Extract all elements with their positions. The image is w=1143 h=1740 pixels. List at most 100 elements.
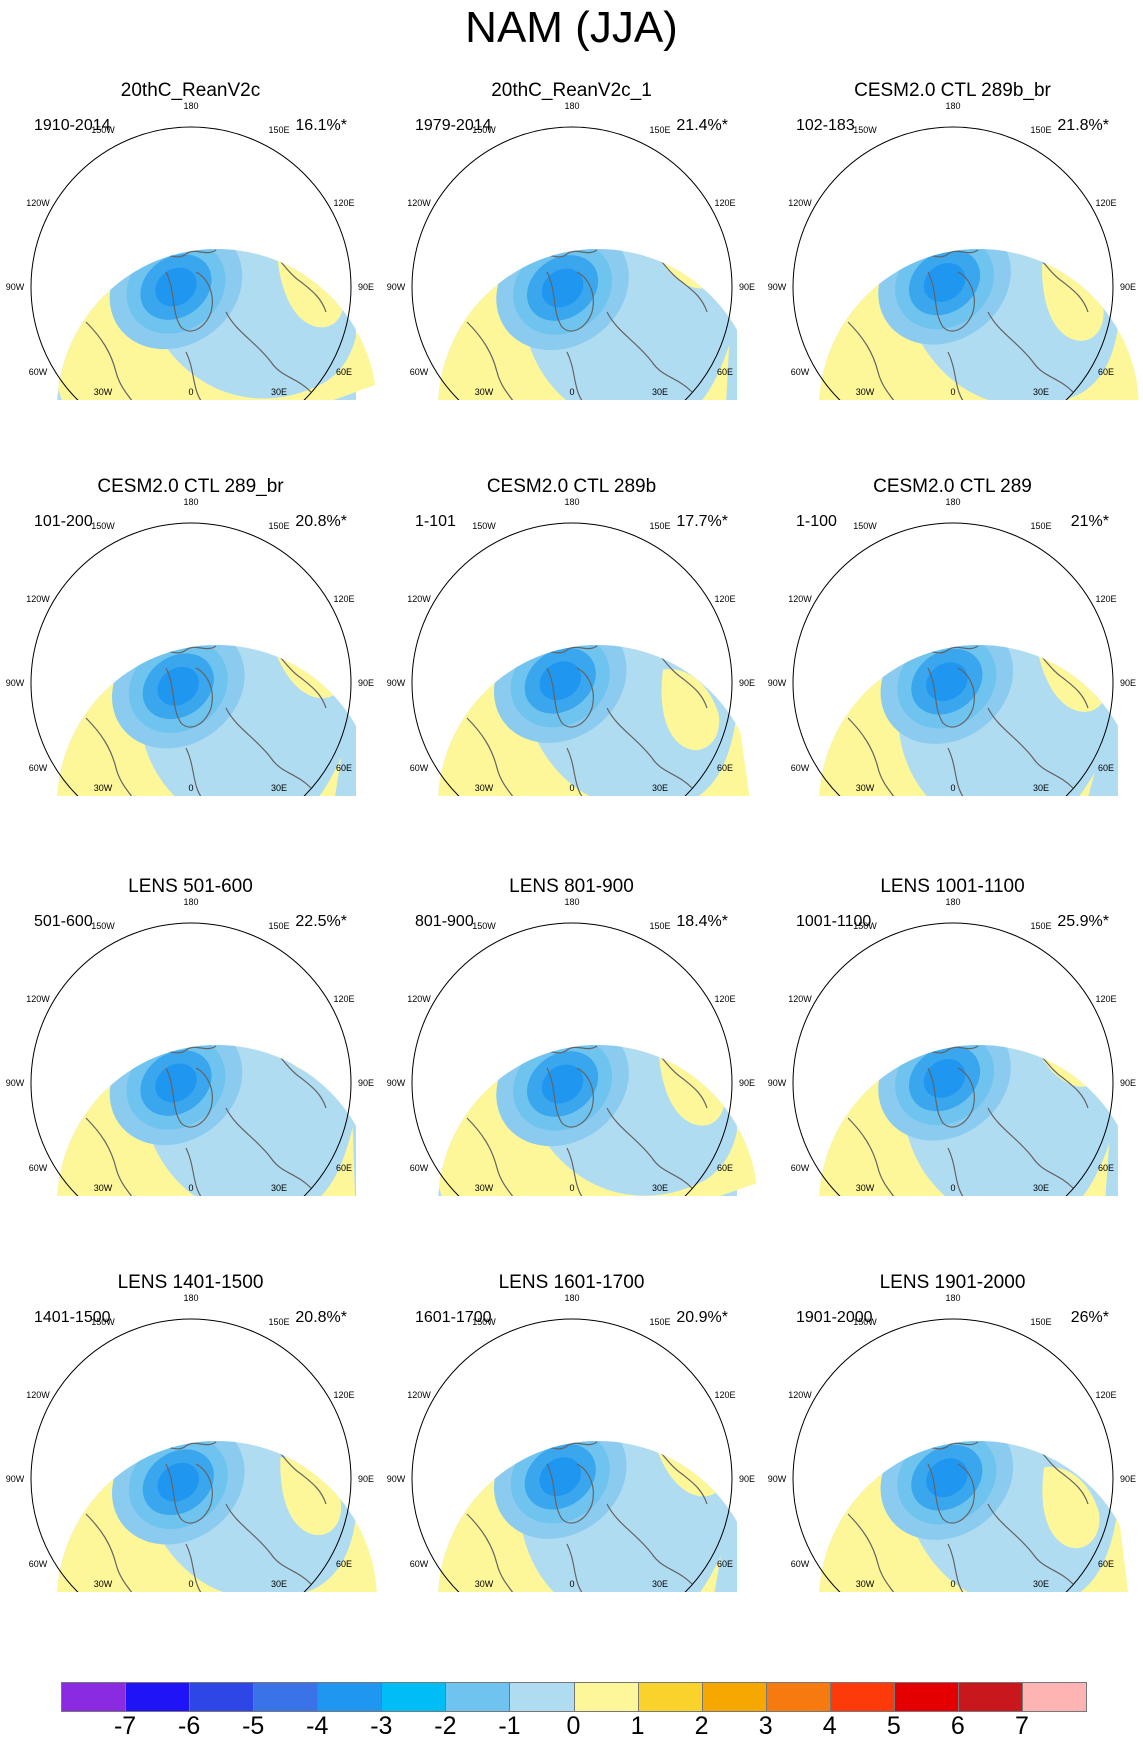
longitude-label: 150W (91, 521, 115, 531)
positive-anomaly-region (819, 645, 1015, 649)
longitude-label: 30W (474, 1579, 494, 1589)
longitude-label: 120E (1095, 994, 1117, 1004)
longitude-label: 30W (474, 387, 494, 397)
panel-title: LENS 1401-1500 (117, 1272, 264, 1293)
coastline (927, 667, 975, 728)
positive-core-contour (515, 1350, 555, 1368)
panel-variance: 16.1%* (295, 117, 347, 134)
panel-period: 1-101 (415, 513, 456, 530)
coastline (606, 707, 693, 789)
longitude-label: 150E (649, 521, 671, 531)
longitude-label: 0 (188, 1183, 194, 1193)
longitude-label: 90E (1119, 282, 1137, 292)
map-panel: CESM2.0 CTL 289b 1-101 17.7%* 180 0 90W 90E 150… (381, 396, 762, 796)
polar-map (30, 922, 357, 1196)
longitude-label: 120E (714, 198, 736, 208)
longitude-label: 30E (651, 783, 669, 793)
longitude-label: 120W (26, 994, 50, 1004)
colorbar-swatch (189, 1682, 255, 1712)
coastline (606, 1503, 693, 1585)
longitude-label: 60E (716, 1559, 734, 1569)
longitude-label: 60W (409, 763, 429, 773)
coastline (165, 271, 213, 332)
map-boundary (30, 522, 352, 796)
longitude-label: 150E (268, 521, 290, 531)
coastline (947, 1147, 1004, 1196)
longitude-label: 150E (649, 1317, 671, 1327)
longitude-label: 30W (93, 1183, 113, 1193)
longitude-label: 120E (333, 1390, 355, 1400)
panel-variance: 21%* (1070, 513, 1109, 530)
positive-anomaly-region (820, 125, 1038, 242)
longitude-label: 90W (386, 1474, 406, 1484)
colorbar-tick-label: 3 (758, 1712, 773, 1740)
negative-core-contour (155, 267, 197, 307)
coastline (85, 1117, 147, 1196)
panel-variance: 22.5%* (295, 913, 347, 930)
longitude-label: 120E (333, 198, 355, 208)
coastline (466, 321, 528, 400)
panel-variance: 20.8%* (295, 513, 347, 530)
longitude-label: 150W (853, 921, 877, 931)
positive-anomaly-region (832, 1313, 1051, 1433)
coastline (847, 321, 909, 400)
longitude-label: 150W (472, 521, 496, 531)
longitude-label: 150E (268, 921, 290, 931)
positive-core-contour (515, 554, 555, 572)
coastline (546, 1067, 594, 1128)
coastline (546, 271, 594, 332)
longitude-label: 30E (1032, 783, 1050, 793)
panel-period: 501-600 (34, 913, 93, 930)
map-boundary (792, 522, 1114, 796)
panel-period: 1901-2000 (796, 1309, 873, 1326)
longitude-label: 30E (270, 387, 288, 397)
longitude-label: 120W (788, 594, 812, 604)
longitude-label: 120W (788, 994, 812, 1004)
coastline (165, 1067, 213, 1128)
longitude-label: 60W (790, 1559, 810, 1569)
coastline (947, 351, 1004, 400)
coastline (987, 1503, 1074, 1585)
longitude-label: 180 (945, 897, 961, 907)
colorbar-swatch (381, 1682, 447, 1712)
longitude-label: 60E (335, 1559, 353, 1569)
colorbar-swatch (445, 1682, 511, 1712)
longitude-label: 0 (569, 387, 575, 397)
colorbar-tick-label: -3 (370, 1712, 393, 1740)
map-boundary (411, 1318, 733, 1592)
coastline (165, 667, 213, 728)
map-boundary (411, 522, 733, 796)
positive-anomaly-region (661, 669, 720, 751)
polar-map (792, 125, 1139, 400)
positive-core-contour (126, 562, 166, 580)
negative-core-contour (539, 1457, 582, 1497)
polar-map (411, 922, 758, 1196)
longitude-label: 60W (28, 763, 48, 773)
longitude-label: 30W (855, 387, 875, 397)
panel-variance: 20.9%* (676, 1309, 728, 1326)
coastline (566, 1147, 623, 1196)
longitude-label: 90E (1119, 1078, 1137, 1088)
longitude-label: 60W (409, 367, 429, 377)
longitude-label: 60W (28, 1559, 48, 1569)
longitude-label: 60E (335, 763, 353, 773)
map-panel: 20thC_ReanV2c_1 1979-2014 21.4%* 180 0 90W 90E… (381, 0, 762, 400)
colorbar-tick-label: -1 (498, 1712, 521, 1740)
colorbar-swatch (701, 1682, 767, 1712)
colorbar-swatch (957, 1682, 1023, 1712)
longitude-label: 180 (183, 497, 199, 507)
longitude-label: 90E (738, 282, 756, 292)
map-panel: LENS 1401-1500 1401-1500 20.8%* 180 0 90W 90E 1… (0, 1192, 381, 1592)
coastline (225, 311, 312, 393)
colorbar-tick-label: -7 (113, 1712, 137, 1740)
map-boundary (30, 922, 352, 1196)
coastline (858, 601, 1028, 628)
map-boundary (792, 1318, 1114, 1592)
longitude-label: 60W (28, 1163, 48, 1173)
map-panel: CESM2.0 CTL 289 1-100 21%* 180 0 90W 90E 150W 15… (762, 396, 1143, 796)
coastline (947, 1543, 1004, 1592)
longitude-label: 30E (651, 387, 669, 397)
longitude-label: 30E (1032, 1579, 1050, 1589)
longitude-label: 150W (853, 1317, 877, 1327)
coastline (466, 1117, 528, 1196)
